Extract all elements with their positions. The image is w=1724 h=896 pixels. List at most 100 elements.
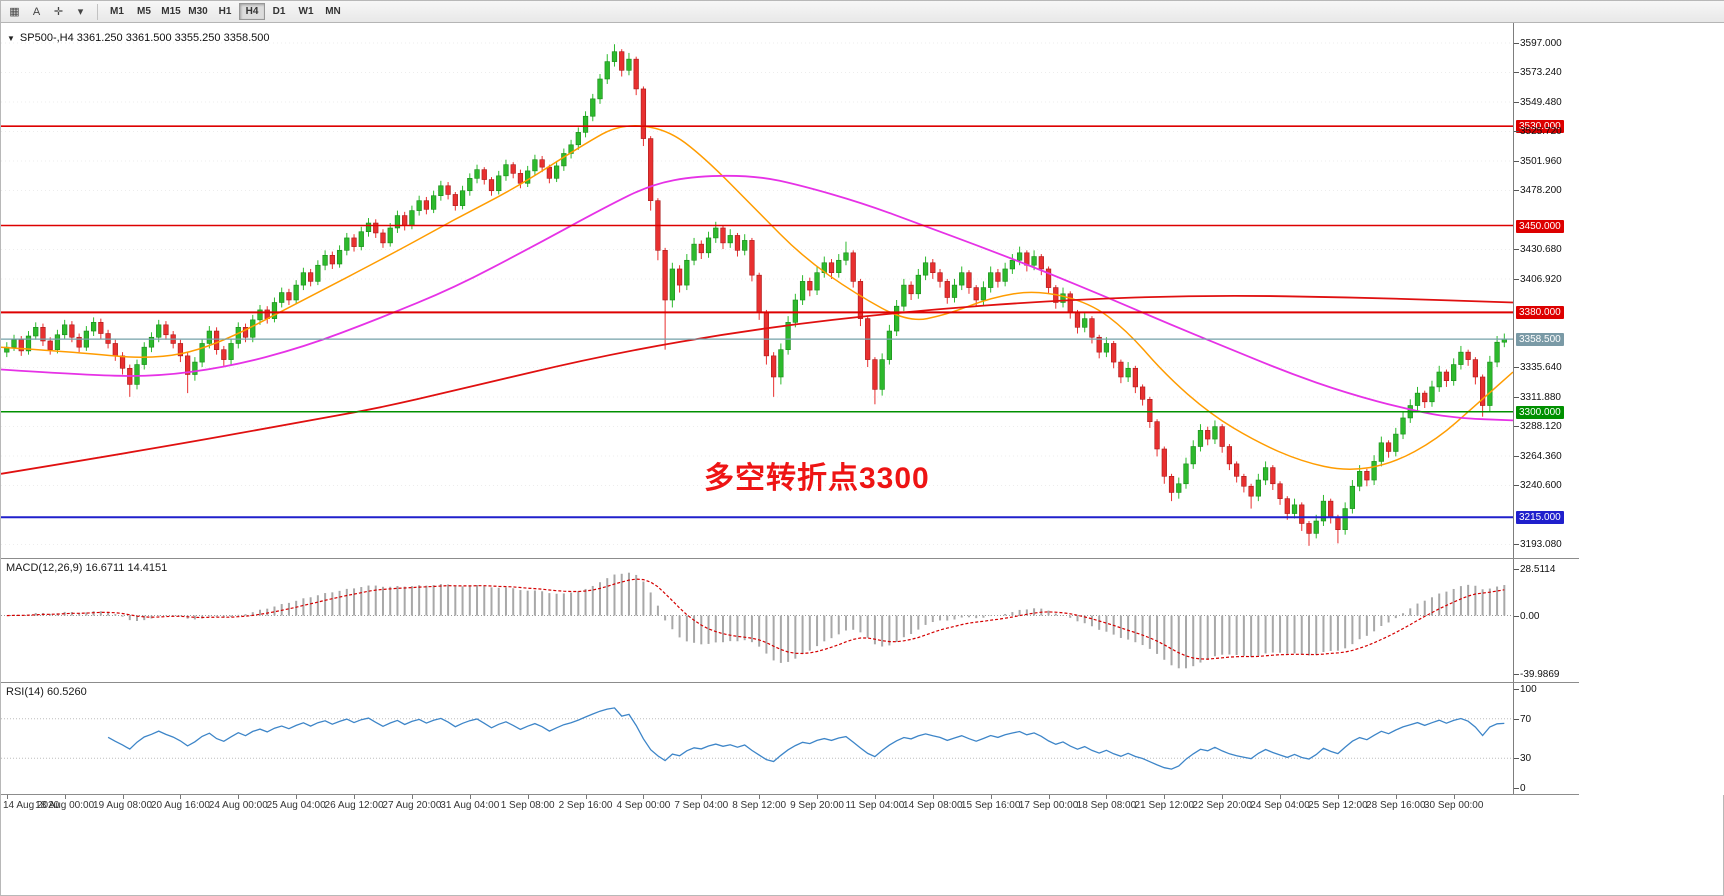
time-tick-mark [64,795,66,799]
timeframe-button-m30[interactable]: M30 [188,6,208,17]
time-tick-mark [1337,795,1339,799]
time-axis-label: 14 Sep 08:00 [903,800,963,811]
axis-tick-mark [1514,689,1519,690]
rsi-label: RSI(14) 60.5260 [6,686,87,698]
timeframe-button-m5[interactable]: M5 [137,6,151,17]
pane-separator[interactable] [1,682,1579,683]
time-tick-mark [1106,795,1108,799]
axis-tick-mark [1514,615,1519,617]
rsi-axis-label: 70 [1520,713,1532,725]
macd-axis-label: -39.9869 [1520,669,1560,680]
price-tick-label: 3406.920 [1520,273,1562,285]
tool-dropdown-caret[interactable]: ▾ [77,6,84,18]
main-chart-pane[interactable]: ▼ SP500-,H4 3361.250 3361.500 3355.250 3… [1,23,1513,558]
rsi-axis-label: 0 [1520,783,1526,794]
time-tick-mark [180,795,182,799]
time-axis-label: 20 Aug 16:00 [150,800,210,811]
axis-tick-mark [1514,101,1519,103]
crosshair-tool-button[interactable]: ✛ [53,6,64,18]
axis-tick-mark [1514,758,1519,760]
macd-axis-label: 28.5114 [1520,564,1556,575]
timeframe-button-h1[interactable]: H1 [218,6,232,17]
time-tick-mark [122,795,124,799]
time-tick-mark [1222,795,1224,799]
time-tick-mark [932,795,934,799]
price-tick-label: 3501.960 [1520,155,1562,167]
axis-tick-mark [1514,367,1519,369]
pane-separator [1,794,1579,795]
time-axis-label: 1 Sep 08:00 [500,800,555,811]
time-tick-mark [585,795,587,799]
time-axis[interactable]: 14 Aug 2020 18 Aug 00:00 19 Aug 08:00 20 Au… [1,795,1579,817]
price-tick-label: 3288.120 [1520,421,1562,433]
time-tick-mark [1453,795,1455,799]
chart-windows-icon[interactable]: ▦ [9,6,20,18]
time-axis-label: 25 Aug 04:00 [266,800,326,811]
level-price-badge: 3215.000 [1516,511,1564,525]
time-tick-mark [701,795,703,799]
price-tick-label: 3549.480 [1520,96,1562,108]
price-tick-label: 3335.640 [1520,362,1562,374]
price-tick-label: 3525.720 [1520,126,1562,138]
time-axis-label: 30 Sep 00:00 [1423,800,1484,811]
time-axis-label: 25 Sep 12:00 [1308,800,1368,811]
timeframe-button-m1[interactable]: M1 [110,6,124,17]
level-price-badge: 3530.000 [1516,120,1564,134]
time-axis-label: 31 Aug 04:00 [440,800,500,811]
price-tick-label: 3240.600 [1520,480,1562,492]
axis-tick-mark [1514,72,1519,74]
time-axis-label: 22 Sep 20:00 [1192,800,1252,811]
price-tick-label: 3193.080 [1520,539,1562,551]
timeframe-button-h4[interactable]: H4 [239,3,265,20]
rsi-axis-label: 30 [1520,753,1532,765]
time-axis-label: 27 Aug 20:00 [382,800,442,811]
macd-plot[interactable] [1,559,1513,682]
price-tick-label: 3478.200 [1520,185,1562,197]
time-axis-label: 21 Sep 12:00 [1134,800,1195,811]
axis-tick-mark [1514,396,1519,398]
time-axis-label: 2 Sep 16:00 [558,800,613,811]
time-tick-mark [238,795,240,799]
candlestick-chart[interactable] [1,23,1513,558]
time-tick-mark [6,795,8,799]
timeframe-button-mn[interactable]: MN [325,6,341,17]
text-tool-button[interactable]: A [32,5,41,18]
time-tick-mark [759,795,761,799]
axis-tick-mark [1514,569,1519,570]
rsi-pane[interactable]: RSI(14) 60.5260 [1,683,1513,794]
axis-tick-mark [1514,426,1519,428]
time-axis-label: 24 Aug 00:00 [208,800,268,811]
time-axis-label: 18 Sep 08:00 [1076,800,1137,811]
time-axis-label: 8 Sep 12:00 [732,800,787,811]
axis-tick-mark [1514,160,1519,162]
price-tick-label: 3573.240 [1520,67,1562,79]
rsi-plot[interactable] [1,683,1513,794]
rsi-axis-label: 100 [1520,684,1537,695]
time-tick-mark [990,795,992,799]
time-axis-label: 14 Aug 2020 [3,800,60,811]
annotation-text: 多空转折点3300 [704,462,930,495]
symbol-ohlc-line: ▼ SP500-,H4 3361.250 3361.500 3355.250 3… [7,32,269,44]
price-axis[interactable]: 3530.000 3450.000 3380.000 3300.000 3215.000… [1513,23,1724,795]
time-axis-label: 24 Sep 04:00 [1250,800,1310,811]
symbol-ohlc-text: SP500-,H4 3361.250 3361.500 3355.250 335… [19,32,270,44]
timeframe-button-d1[interactable]: D1 [272,6,286,17]
time-axis-label: 18 Aug 00:00 [35,800,95,811]
axis-tick-mark [1514,544,1519,546]
macd-pane[interactable]: MACD(12,26,9) 16.6711 14.4151 [1,559,1513,682]
time-axis-label: 15 Sep 16:00 [960,800,1021,811]
time-tick-mark [411,795,413,799]
timeframe-button-w1[interactable]: W1 [298,6,314,17]
toolbar-separator [97,3,98,20]
time-tick-mark [817,795,819,799]
timeframe-button-m15[interactable]: M15 [161,6,181,17]
time-axis-label: 11 Sep 04:00 [845,800,905,811]
macd-label: MACD(12,26,9) 16.6711 14.4151 [6,562,168,574]
time-tick-mark [874,795,876,799]
price-tick-label: 3597.000 [1520,37,1562,49]
collapse-arrow-icon[interactable]: ▼ [7,33,15,43]
axis-tick-mark [1514,190,1519,192]
pane-separator[interactable] [1,558,1579,559]
axis-tick-mark [1514,131,1519,133]
